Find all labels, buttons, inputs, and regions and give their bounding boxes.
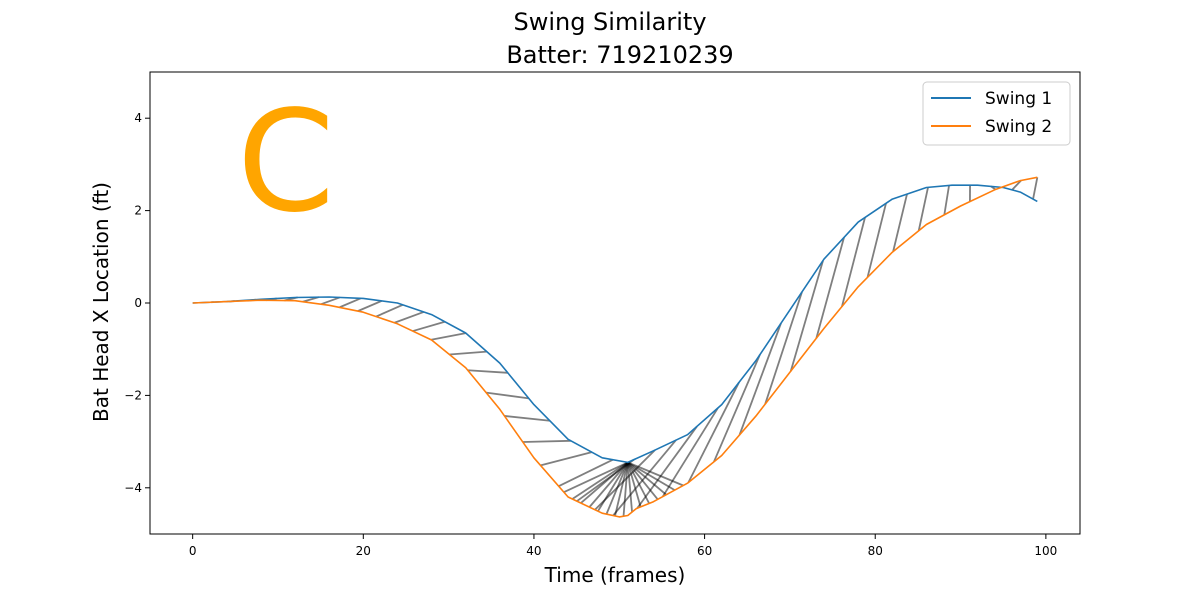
y-tick-label: 0: [134, 296, 142, 310]
x-tick-label: 100: [1034, 544, 1057, 558]
legend-label: Swing 1: [985, 89, 1052, 109]
x-axis-label: Time (frames): [544, 563, 686, 587]
plot-area: 0 20 40 60 80 100 −4 −2 0 2 4 C Swing 1 Swing 2: [124, 72, 1080, 558]
alignment-line: [523, 441, 571, 442]
alignment-line: [449, 352, 486, 355]
alignment-line: [765, 292, 802, 404]
alignment-line: [581, 462, 628, 503]
alignment-line: [468, 370, 508, 373]
alignment-line: [376, 305, 403, 317]
alignment-line: [431, 333, 466, 340]
alignment-line: [413, 322, 445, 331]
alignment-line: [663, 408, 718, 497]
alignment-line: [541, 452, 592, 465]
alignment-line: [688, 382, 739, 482]
alignment-line: [791, 261, 823, 372]
x-tick-label: 60: [697, 544, 712, 558]
x-tick-label: 0: [189, 544, 197, 558]
y-tick-label: 2: [134, 204, 142, 218]
panel-letter-annotation: C: [237, 81, 335, 244]
y-axis-label: Bat Head X Location (ft): [89, 182, 113, 422]
y-tick-label: −4: [124, 481, 142, 495]
alignment-line: [505, 416, 550, 421]
alignment-line: [321, 297, 340, 304]
alignment-line: [740, 323, 781, 435]
alignment-line: [1033, 177, 1037, 199]
x-tick-label: 80: [868, 544, 883, 558]
y-tick-label: −2: [124, 388, 142, 402]
chart-title-line1: Swing Similarity: [513, 8, 706, 36]
alignment-line: [339, 298, 360, 307]
legend-label: Swing 2: [985, 117, 1052, 137]
x-tick-label: 20: [356, 544, 371, 558]
alignment-line: [714, 355, 760, 462]
chart-title-line2: Batter: 719210239: [506, 41, 733, 69]
alignment-line: [358, 301, 382, 311]
y-tick-label: 4: [134, 111, 142, 125]
x-tick-label: 40: [526, 544, 541, 558]
alignment-line: [944, 185, 949, 214]
alignment-line: [486, 393, 529, 399]
alignment-line: [394, 312, 423, 323]
